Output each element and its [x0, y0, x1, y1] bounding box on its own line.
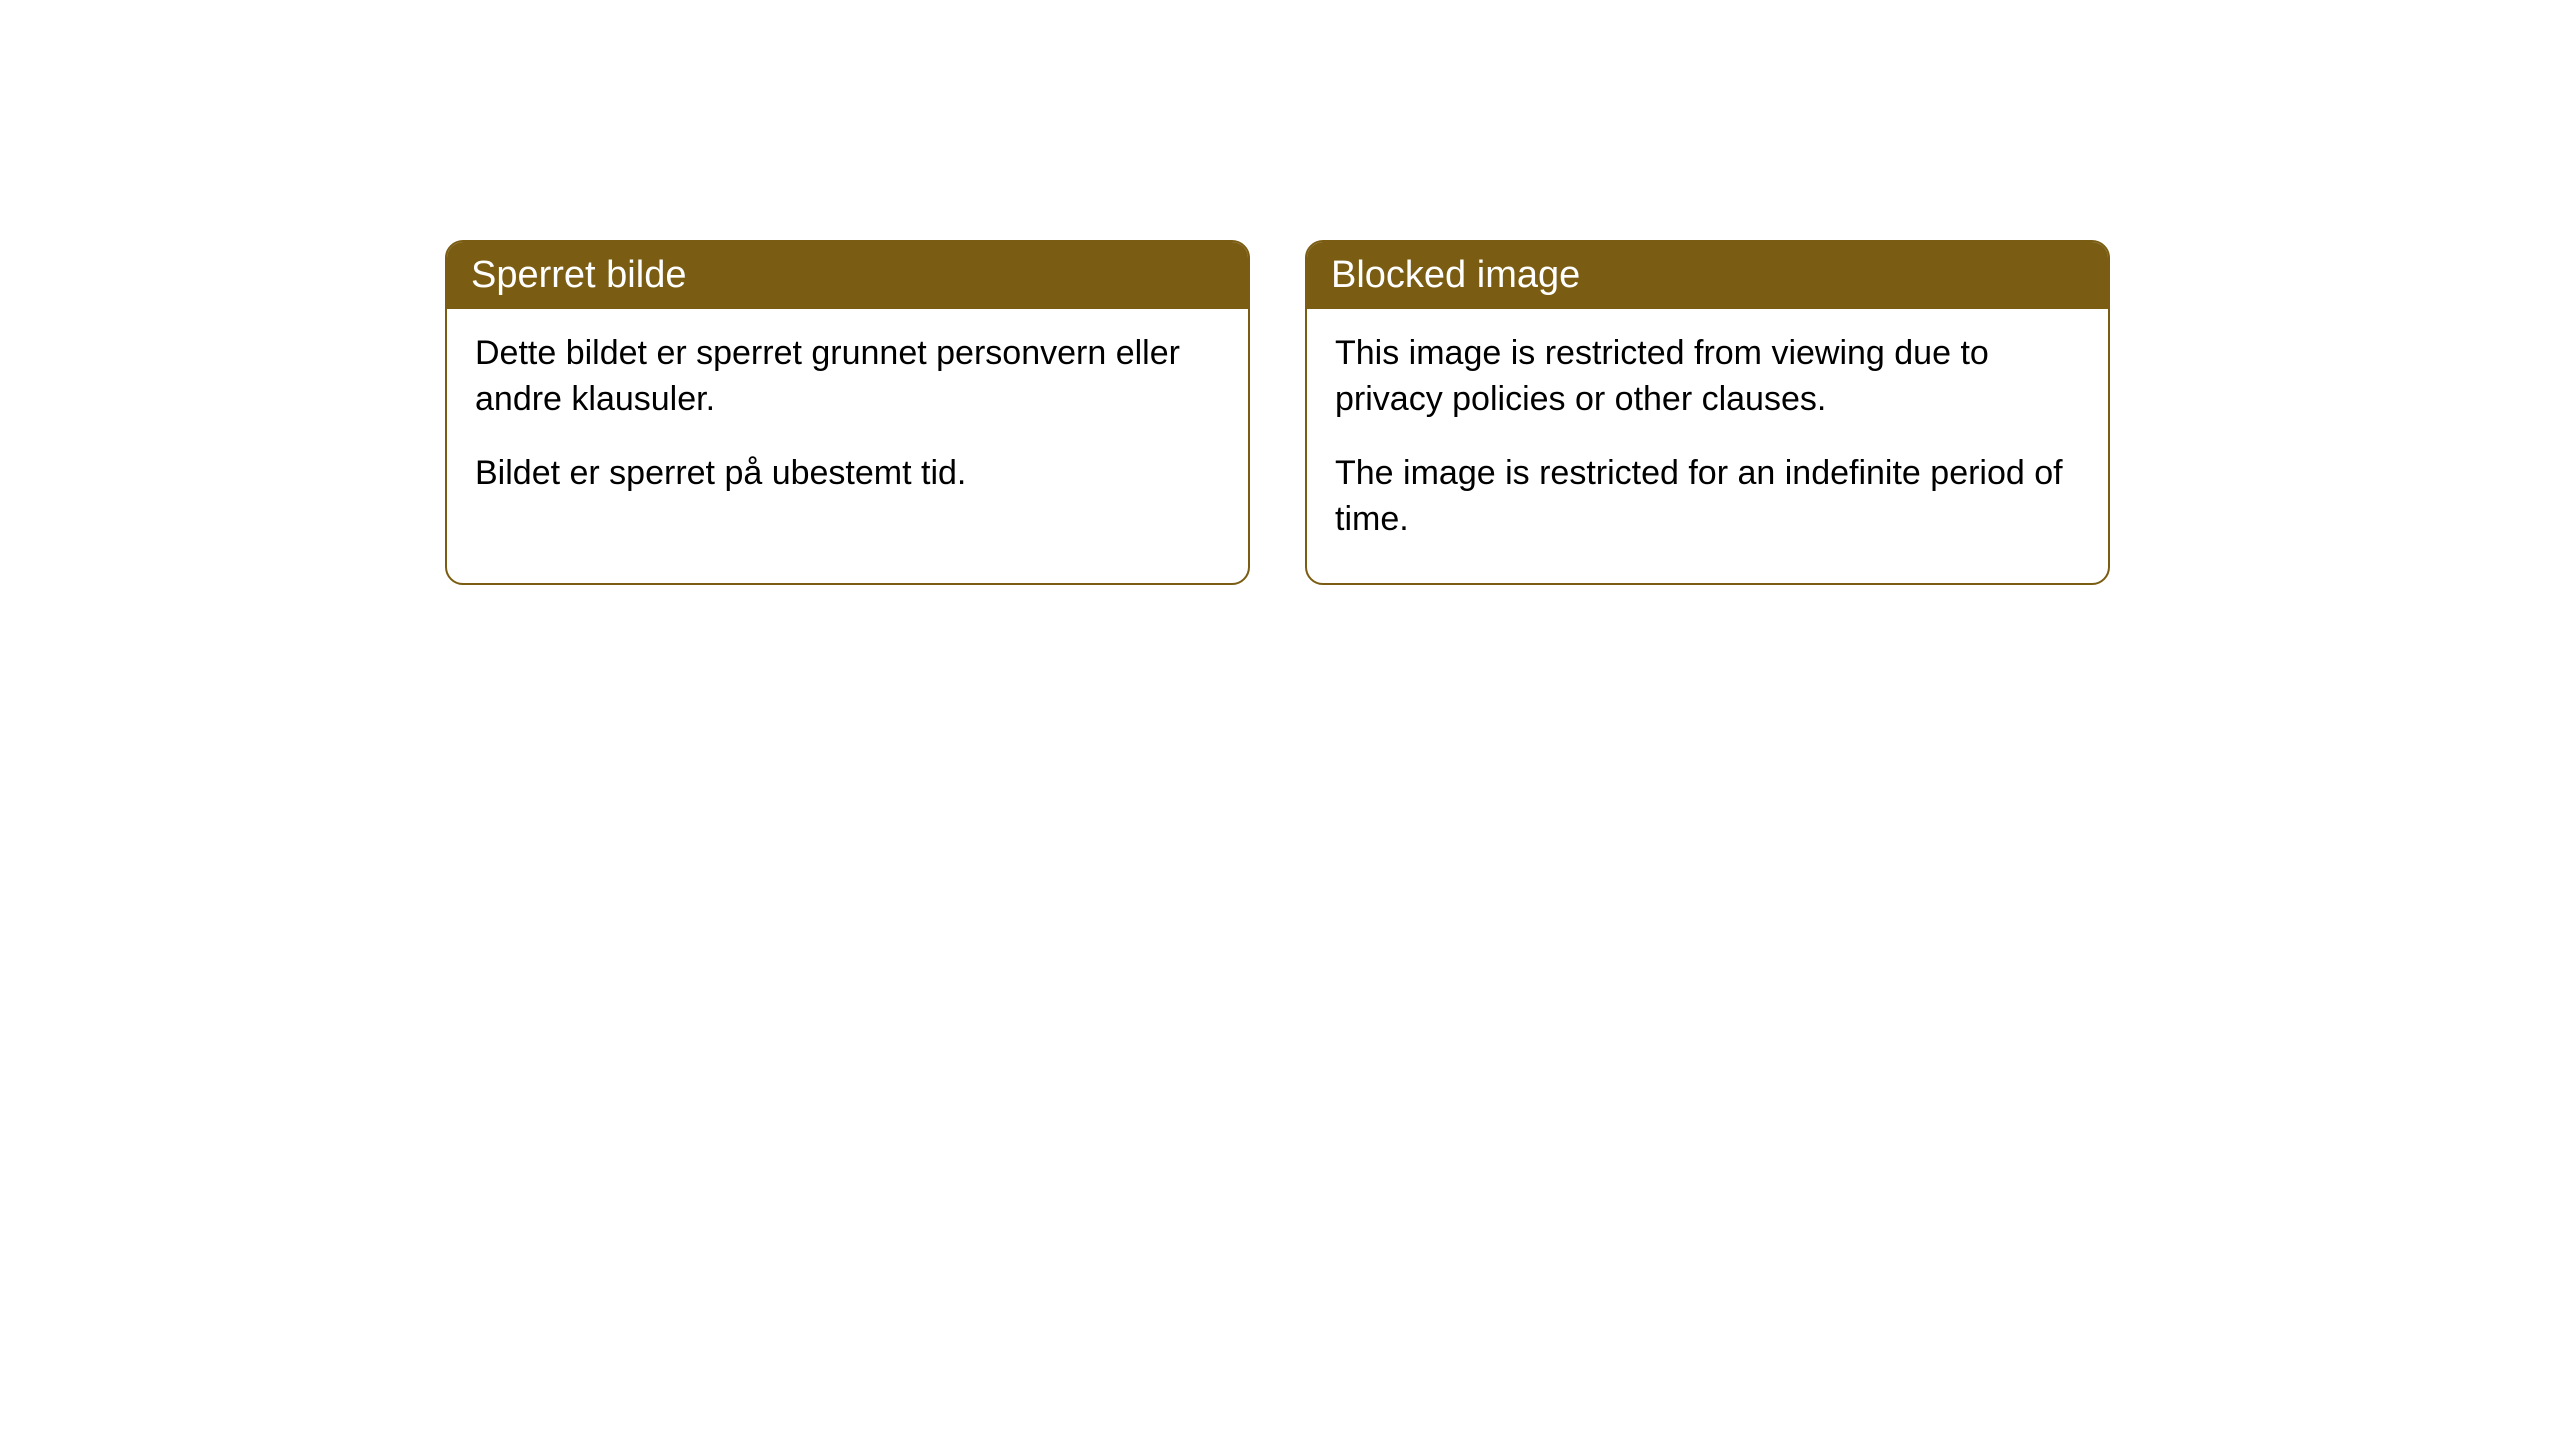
info-boxes-container: Sperret bilde Dette bildet er sperret gr…	[445, 240, 2110, 585]
box-paragraph-2-norwegian: Bildet er sperret på ubestemt tid.	[475, 451, 1220, 497]
box-body-norwegian: Dette bildet er sperret grunnet personve…	[447, 309, 1248, 537]
box-paragraph-2-english: The image is restricted for an indefinit…	[1335, 451, 2080, 543]
box-paragraph-1-norwegian: Dette bildet er sperret grunnet personve…	[475, 331, 1220, 423]
blocked-image-box-norwegian: Sperret bilde Dette bildet er sperret gr…	[445, 240, 1250, 585]
box-body-english: This image is restricted from viewing du…	[1307, 309, 2108, 583]
box-title-norwegian: Sperret bilde	[471, 254, 686, 296]
box-paragraph-1-english: This image is restricted from viewing du…	[1335, 331, 2080, 423]
box-header-norwegian: Sperret bilde	[447, 242, 1248, 309]
box-header-english: Blocked image	[1307, 242, 2108, 309]
blocked-image-box-english: Blocked image This image is restricted f…	[1305, 240, 2110, 585]
box-title-english: Blocked image	[1331, 254, 1580, 296]
